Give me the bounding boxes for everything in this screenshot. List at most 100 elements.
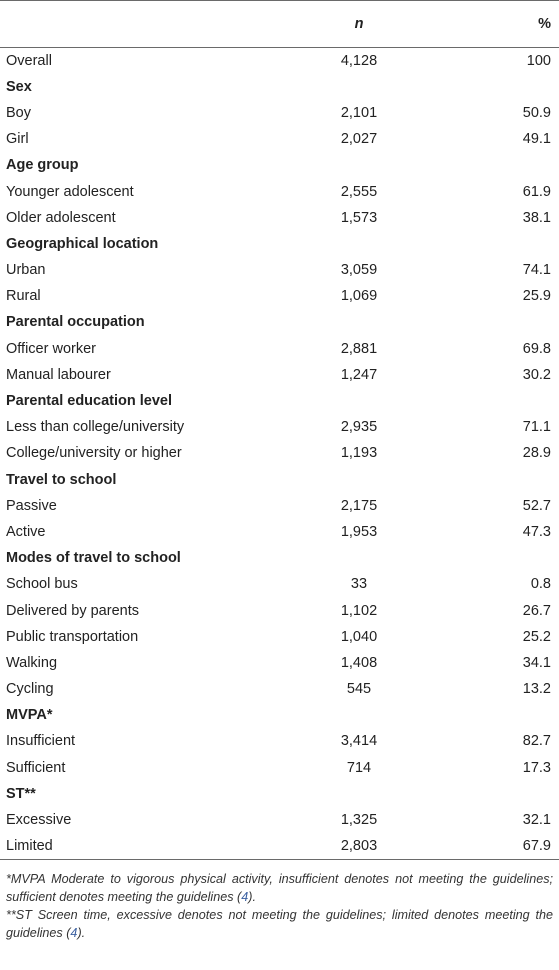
row-label: Cycling [6, 681, 54, 698]
row-label: Older adolescent [6, 209, 116, 226]
row-count: 3,414 [340, 733, 378, 750]
section-label: Travel to school [6, 471, 117, 488]
table-row: Overall 4,128 100 [0, 48, 559, 74]
section-label: Geographical location [6, 235, 159, 252]
row-percent: 17.3 [522, 759, 551, 776]
row-label: Girl [6, 131, 29, 148]
table-row: Less than college/university 2,935 71.1 [0, 414, 559, 440]
row-count: 2,555 [340, 183, 378, 200]
section-label: ST** [6, 785, 36, 802]
table-row: Urban 3,059 74.1 [0, 257, 559, 283]
row-label: Urban [6, 262, 46, 279]
row-label: Active [6, 523, 46, 540]
row-percent: 26.7 [522, 602, 551, 619]
row-label: Delivered by parents [6, 602, 139, 619]
row-percent: 0.8 [530, 576, 551, 593]
table-row: Manual labourer 1,247 30.2 [0, 362, 559, 388]
row-count: 33 [350, 576, 368, 593]
row-percent: 49.1 [522, 131, 551, 148]
table-section-row: Age group [0, 152, 559, 178]
table-row: Cycling 545 13.2 [0, 676, 559, 702]
row-percent: 50.9 [522, 104, 551, 121]
table-row: Excessive 1,325 32.1 [0, 807, 559, 833]
footnote-mvpa: *MVPA Moderate to vigorous physical acti… [6, 871, 553, 904]
row-label: Excessive [6, 812, 72, 829]
row-percent: 47.3 [522, 523, 551, 540]
header-label [0, 1, 274, 48]
row-label: Walking [6, 654, 58, 671]
table-header-row: n % [0, 0, 559, 48]
row-percent: 71.1 [522, 419, 551, 436]
table-row: Limited 2,803 67.9 [0, 833, 559, 860]
row-percent: 74.1 [522, 262, 551, 279]
row-label: Overall [6, 52, 52, 69]
section-label: Modes of travel to school [6, 550, 181, 567]
row-count: 1,193 [340, 445, 378, 462]
row-count: 1,408 [340, 654, 378, 671]
table-row: Rural 1,069 25.9 [0, 283, 559, 309]
table-section-row: Modes of travel to school [0, 545, 559, 571]
row-count: 545 [346, 681, 372, 698]
reference-link[interactable]: 4 [241, 889, 249, 904]
row-percent: 52.7 [522, 497, 551, 514]
row-label: Passive [6, 497, 57, 514]
row-count: 1,325 [340, 812, 378, 829]
table-row: Passive 2,175 52.7 [0, 493, 559, 519]
table-row: Public transportation 1,040 25.2 [0, 624, 559, 650]
table-row: Older adolescent 1,573 38.1 [0, 205, 559, 231]
reference-link[interactable]: 4 [70, 925, 78, 940]
row-count: 2,935 [340, 419, 378, 436]
row-count: 2,881 [340, 340, 378, 357]
row-percent: 28.9 [522, 445, 551, 462]
table-row: Girl 2,027 49.1 [0, 126, 559, 152]
row-count: 1,069 [340, 288, 378, 305]
row-count: 1,040 [340, 628, 378, 645]
row-label: Boy [6, 104, 31, 121]
row-label: Less than college/university [6, 419, 185, 436]
row-label: Younger adolescent [6, 183, 134, 200]
table-section-row: Parental occupation [0, 309, 559, 335]
row-label: Public transportation [6, 628, 139, 645]
table-section-row: Sex [0, 74, 559, 100]
table-row: Officer worker 2,881 69.8 [0, 336, 559, 362]
table-section-row: MVPA* [0, 702, 559, 728]
row-label: Officer worker [6, 340, 96, 357]
row-label: Rural [6, 288, 41, 305]
table-section-row: Parental education level [0, 388, 559, 414]
table-row: Walking 1,408 34.1 [0, 650, 559, 676]
row-label: College/university or higher [6, 445, 182, 462]
table-footnotes: *MVPA Moderate to vigorous physical acti… [0, 860, 559, 942]
section-label: Age group [6, 157, 79, 174]
table-section-row: Geographical location [0, 231, 559, 257]
row-percent: 25.2 [522, 628, 551, 645]
table-row: Sufficient 714 17.3 [0, 755, 559, 781]
table-section-row: Travel to school [0, 467, 559, 493]
row-percent: 67.9 [522, 837, 551, 854]
table-row: Insufficient 3,414 82.7 [0, 728, 559, 754]
section-label: Parental education level [6, 393, 173, 410]
table-section-row: ST** [0, 781, 559, 807]
row-count: 2,101 [340, 104, 378, 121]
header-percent: % [538, 16, 551, 32]
row-percent: 34.1 [522, 654, 551, 671]
row-percent: 32.1 [522, 812, 551, 829]
row-count: 3,059 [340, 262, 378, 279]
row-count: 714 [346, 759, 372, 776]
row-percent: 38.1 [522, 209, 551, 226]
row-count: 1,953 [340, 523, 378, 540]
row-count: 2,803 [340, 837, 378, 854]
row-label: Sufficient [6, 759, 66, 776]
row-percent: 30.2 [522, 366, 551, 383]
row-percent: 69.8 [522, 340, 551, 357]
row-percent: 82.7 [522, 733, 551, 750]
demographics-table: n % Overall 4,128 100 Sex Boy 2,101 50.9 Girl 2,… [0, 0, 559, 860]
table-body: Overall 4,128 100 Sex Boy 2,101 50.9 Girl 2,027 4… [0, 48, 559, 860]
table-row: School bus 33 0.8 [0, 571, 559, 597]
table-row: Younger adolescent 2,555 61.9 [0, 178, 559, 204]
row-percent: 13.2 [522, 681, 551, 698]
row-count: 4,128 [340, 52, 378, 69]
section-label: MVPA* [6, 707, 53, 724]
header-n: n [354, 16, 364, 32]
table-row: College/university or higher 1,193 28.9 [0, 440, 559, 466]
table-row: Boy 2,101 50.9 [0, 100, 559, 126]
